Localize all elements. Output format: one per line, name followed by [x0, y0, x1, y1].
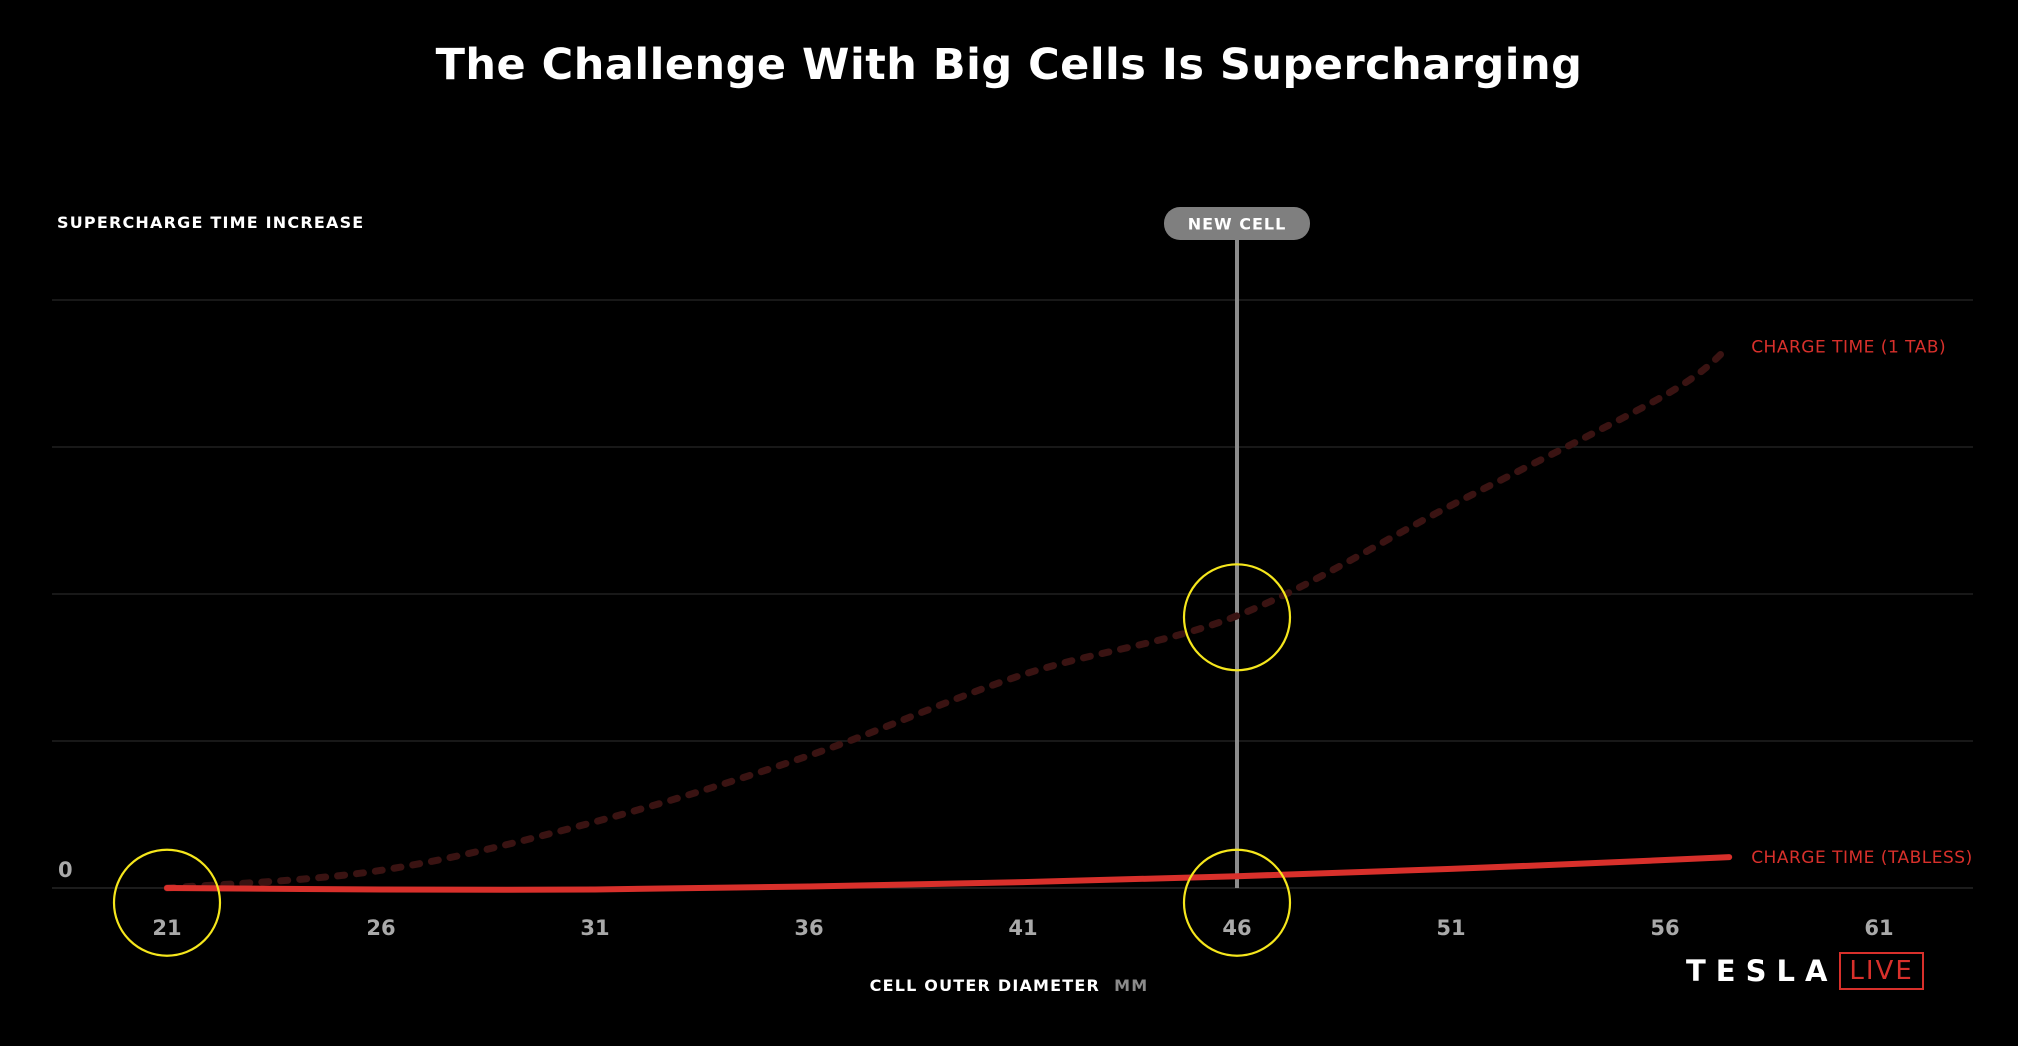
highlight-circle-2: [1182, 563, 1292, 672]
new-cell-marker: NEW CELL: [1164, 207, 1310, 888]
highlight-circle-3: [1182, 848, 1292, 957]
x-axis-unit: MM: [1114, 976, 1149, 995]
y-tick-label: 0: [58, 858, 73, 882]
x-tick-label: 56: [1650, 916, 1679, 940]
x-axis-label: CELL OUTER DIAMETER MM: [0, 976, 2018, 995]
x-tick-label: 31: [580, 916, 609, 940]
highlight-circle-1: [112, 848, 222, 957]
marker-label: NEW CELL: [1188, 215, 1287, 234]
series-line-2: [164, 854, 1733, 893]
tesla-live-logo: TESLA LIVE: [1686, 950, 1924, 992]
series-labels: CHARGE TIME (1 TAB) CHARGE TIME (TABLESS): [1751, 338, 1973, 869]
marker-pill: [1164, 207, 1310, 240]
x-tick-label: 36: [794, 916, 823, 940]
y-axis-label: SUPERCHARGE TIME INCREASE: [57, 213, 365, 232]
x-tick-label: 41: [1008, 916, 1037, 940]
x-tick-label: 26: [366, 916, 395, 940]
chart-title: The Challenge With Big Cells Is Supercha…: [435, 40, 1583, 90]
x-axis-title: CELL OUTER DIAMETER: [869, 976, 1101, 995]
x-tick-label: 46: [1222, 916, 1251, 940]
x-tick-label: 21: [152, 916, 181, 940]
gridlines: [52, 299, 1973, 889]
tick-labels: 21 26 31 36 41 46 51 56 61 0: [58, 858, 1894, 940]
series-lines: [163, 343, 1733, 893]
x-tick-label: 61: [1864, 916, 1893, 940]
series-line-1: [163, 343, 1733, 892]
logo-brand: TESLA: [1686, 954, 1838, 988]
series-label-1: CHARGE TIME (1 TAB): [1751, 338, 1946, 358]
x-tick-label: 51: [1436, 916, 1465, 940]
series-label-2: CHARGE TIME (TABLESS): [1751, 848, 1973, 868]
highlight-circles: [112, 563, 1292, 957]
logo-event: LIVE: [1839, 952, 1924, 990]
